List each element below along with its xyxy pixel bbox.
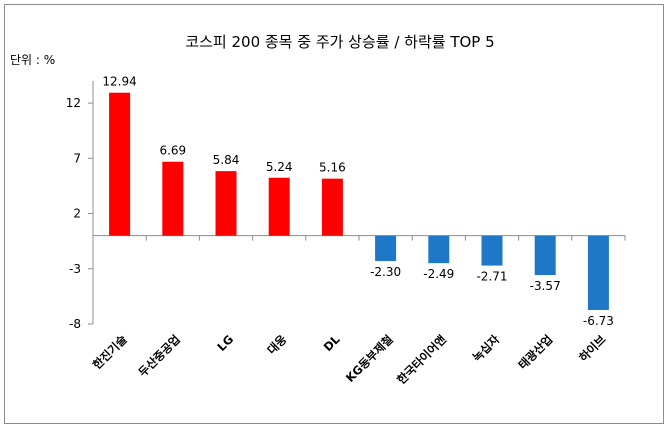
data-label-6: -2.30	[370, 265, 401, 279]
data-label-4: 5.24	[266, 160, 293, 174]
bar-1	[109, 92, 131, 236]
bar-7	[428, 235, 450, 264]
data-label-7: -2.49	[423, 267, 454, 281]
category-label-10: 하이브	[576, 332, 609, 365]
y-tick-label: 12	[66, 96, 81, 110]
data-label-2: 6.69	[159, 144, 186, 158]
data-label-10: -6.73	[583, 314, 614, 328]
bar-10	[587, 235, 609, 310]
chart-title: 코스피 200 종목 중 주가 상승률 / 하락률 TOP 5	[185, 33, 494, 51]
y-tick-label: -3	[69, 262, 81, 276]
y-tick-label: 7	[73, 151, 81, 165]
category-label-9: 태광산업	[515, 332, 555, 372]
data-label-5: 5.16	[319, 161, 346, 175]
bar-8	[481, 235, 503, 266]
bar-6	[375, 235, 397, 262]
category-label-7: 한국타이어앤	[394, 332, 449, 387]
bar-2	[162, 161, 184, 236]
category-label-2: 두산중공업	[136, 332, 183, 379]
y-tick-label: 2	[73, 207, 81, 221]
data-label-1: 12.94	[102, 75, 136, 89]
category-label-4: 대웅	[264, 332, 289, 357]
category-label-5: DL	[321, 332, 343, 354]
data-label-8: -2.71	[476, 270, 507, 284]
category-label-1: 한진기술	[90, 332, 130, 372]
data-label-3: 5.84	[213, 153, 240, 167]
y-tick-label: -8	[69, 317, 81, 331]
bar-5	[321, 178, 343, 236]
category-label-6: KG동부제철	[343, 332, 396, 385]
bar-3	[215, 171, 237, 236]
unit-label: 단위 : %	[10, 53, 55, 67]
bar-4	[268, 177, 290, 236]
data-label-9: -3.57	[530, 279, 561, 293]
category-label-3: LG	[214, 332, 236, 354]
bar-9	[534, 235, 556, 276]
category-label-8: 녹십자	[470, 332, 503, 365]
